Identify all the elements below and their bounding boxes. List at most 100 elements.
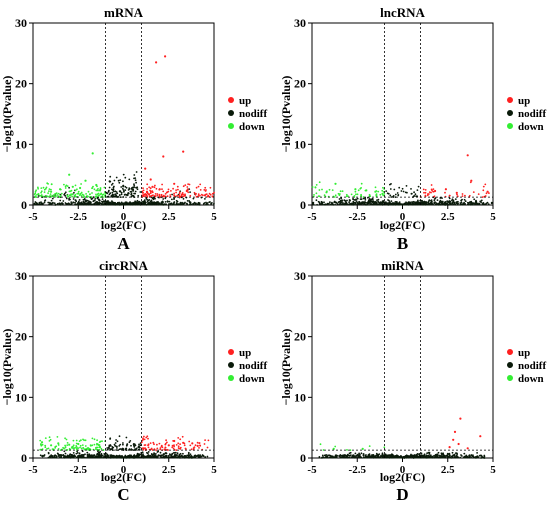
up-point <box>147 437 149 440</box>
nodiff-point <box>133 184 136 187</box>
nodiff-point <box>341 200 344 202</box>
up-point <box>191 442 194 445</box>
down-point <box>103 186 106 189</box>
x-tick-label: -2.5 <box>349 464 367 476</box>
nodiff-point <box>60 454 63 457</box>
nodiff-point <box>162 198 165 200</box>
nodiff-point <box>129 456 132 458</box>
down-point <box>95 183 98 187</box>
down-point <box>74 189 77 192</box>
nodiff-point <box>411 203 414 206</box>
nodiff-point <box>106 202 109 205</box>
down-point <box>349 449 352 451</box>
nodiff-point <box>415 203 418 206</box>
nodiff-point <box>56 202 59 205</box>
nodiff-point <box>142 201 145 204</box>
nodiff-point <box>151 197 154 200</box>
down-point <box>377 190 380 193</box>
up-point <box>158 195 161 198</box>
nodiff-point <box>159 451 162 454</box>
nodiff-point <box>107 454 110 457</box>
up-point <box>199 194 201 197</box>
x-tick-label: 5 <box>211 464 217 476</box>
nodiff-point <box>338 198 341 200</box>
down-point <box>59 194 62 197</box>
nodiff-point <box>160 454 163 457</box>
nodiff-point <box>404 203 407 206</box>
nodiff-point <box>445 203 447 206</box>
up-point <box>141 191 144 194</box>
scatter-points <box>318 417 486 459</box>
nodiff-point <box>388 199 390 202</box>
down-point <box>368 445 371 447</box>
down-point <box>77 190 80 193</box>
legend-nodiff-label: nodiff <box>239 108 267 120</box>
down-point <box>47 195 49 198</box>
up-point <box>188 440 191 443</box>
down-point <box>44 444 47 447</box>
down-point <box>44 446 47 449</box>
nodiff-point <box>113 443 116 446</box>
up-point <box>177 447 180 449</box>
up-point <box>167 190 170 193</box>
up-point <box>172 187 175 190</box>
nodiff-point <box>365 454 367 456</box>
nodiff-point <box>362 197 365 200</box>
nodiff-point <box>130 454 132 457</box>
nodiff-point <box>122 202 125 205</box>
nodiff-point <box>198 202 201 205</box>
up-point <box>149 189 152 192</box>
nodiff-point <box>348 456 351 459</box>
nodiff-point <box>64 191 67 194</box>
nodiff-point <box>390 200 393 203</box>
nodiff-point <box>163 456 166 459</box>
scatter-points <box>33 55 215 206</box>
nodiff-point <box>134 192 137 195</box>
down-point <box>87 190 90 193</box>
nodiff-point <box>332 456 334 459</box>
down-point <box>98 194 100 197</box>
nodiff-point <box>33 203 36 206</box>
nodiff-point <box>89 454 91 456</box>
panel-letter: B <box>397 234 408 253</box>
nodiff-point <box>324 203 326 206</box>
nodiff-point <box>110 194 113 197</box>
down-point <box>350 193 353 196</box>
down-point <box>45 186 48 189</box>
nodiff-point <box>147 203 150 206</box>
down-point <box>96 439 98 442</box>
down-point <box>35 196 38 199</box>
down-point <box>361 447 364 450</box>
nodiff-point <box>480 457 482 459</box>
down-point <box>72 444 75 447</box>
nodiff-point <box>436 455 439 458</box>
nodiff-point <box>447 201 450 204</box>
up-point <box>142 437 144 440</box>
nodiff-point <box>129 201 131 204</box>
nodiff-point <box>65 203 68 205</box>
nodiff-point <box>122 189 125 192</box>
legend-down-label: down <box>518 373 544 385</box>
nodiff-point <box>400 203 403 206</box>
down-point <box>77 447 80 449</box>
x-tick-label: -5 <box>307 211 317 223</box>
nodiff-point <box>83 198 86 200</box>
down-point <box>50 444 53 447</box>
nodiff-point <box>164 452 167 455</box>
up-point <box>155 187 158 190</box>
nodiff-point <box>206 202 209 204</box>
up-point <box>488 192 490 195</box>
up-point <box>161 446 164 449</box>
nodiff-point <box>168 203 170 205</box>
nodiff-point <box>446 203 449 206</box>
nodiff-point <box>350 456 353 459</box>
legend-up-label: up <box>239 347 251 359</box>
nodiff-point <box>100 456 102 459</box>
nodiff-point <box>343 454 346 456</box>
up-point <box>484 183 487 186</box>
nodiff-point <box>174 451 177 454</box>
nodiff-point <box>490 201 493 204</box>
nodiff-point <box>187 451 190 454</box>
nodiff-point <box>420 452 423 455</box>
